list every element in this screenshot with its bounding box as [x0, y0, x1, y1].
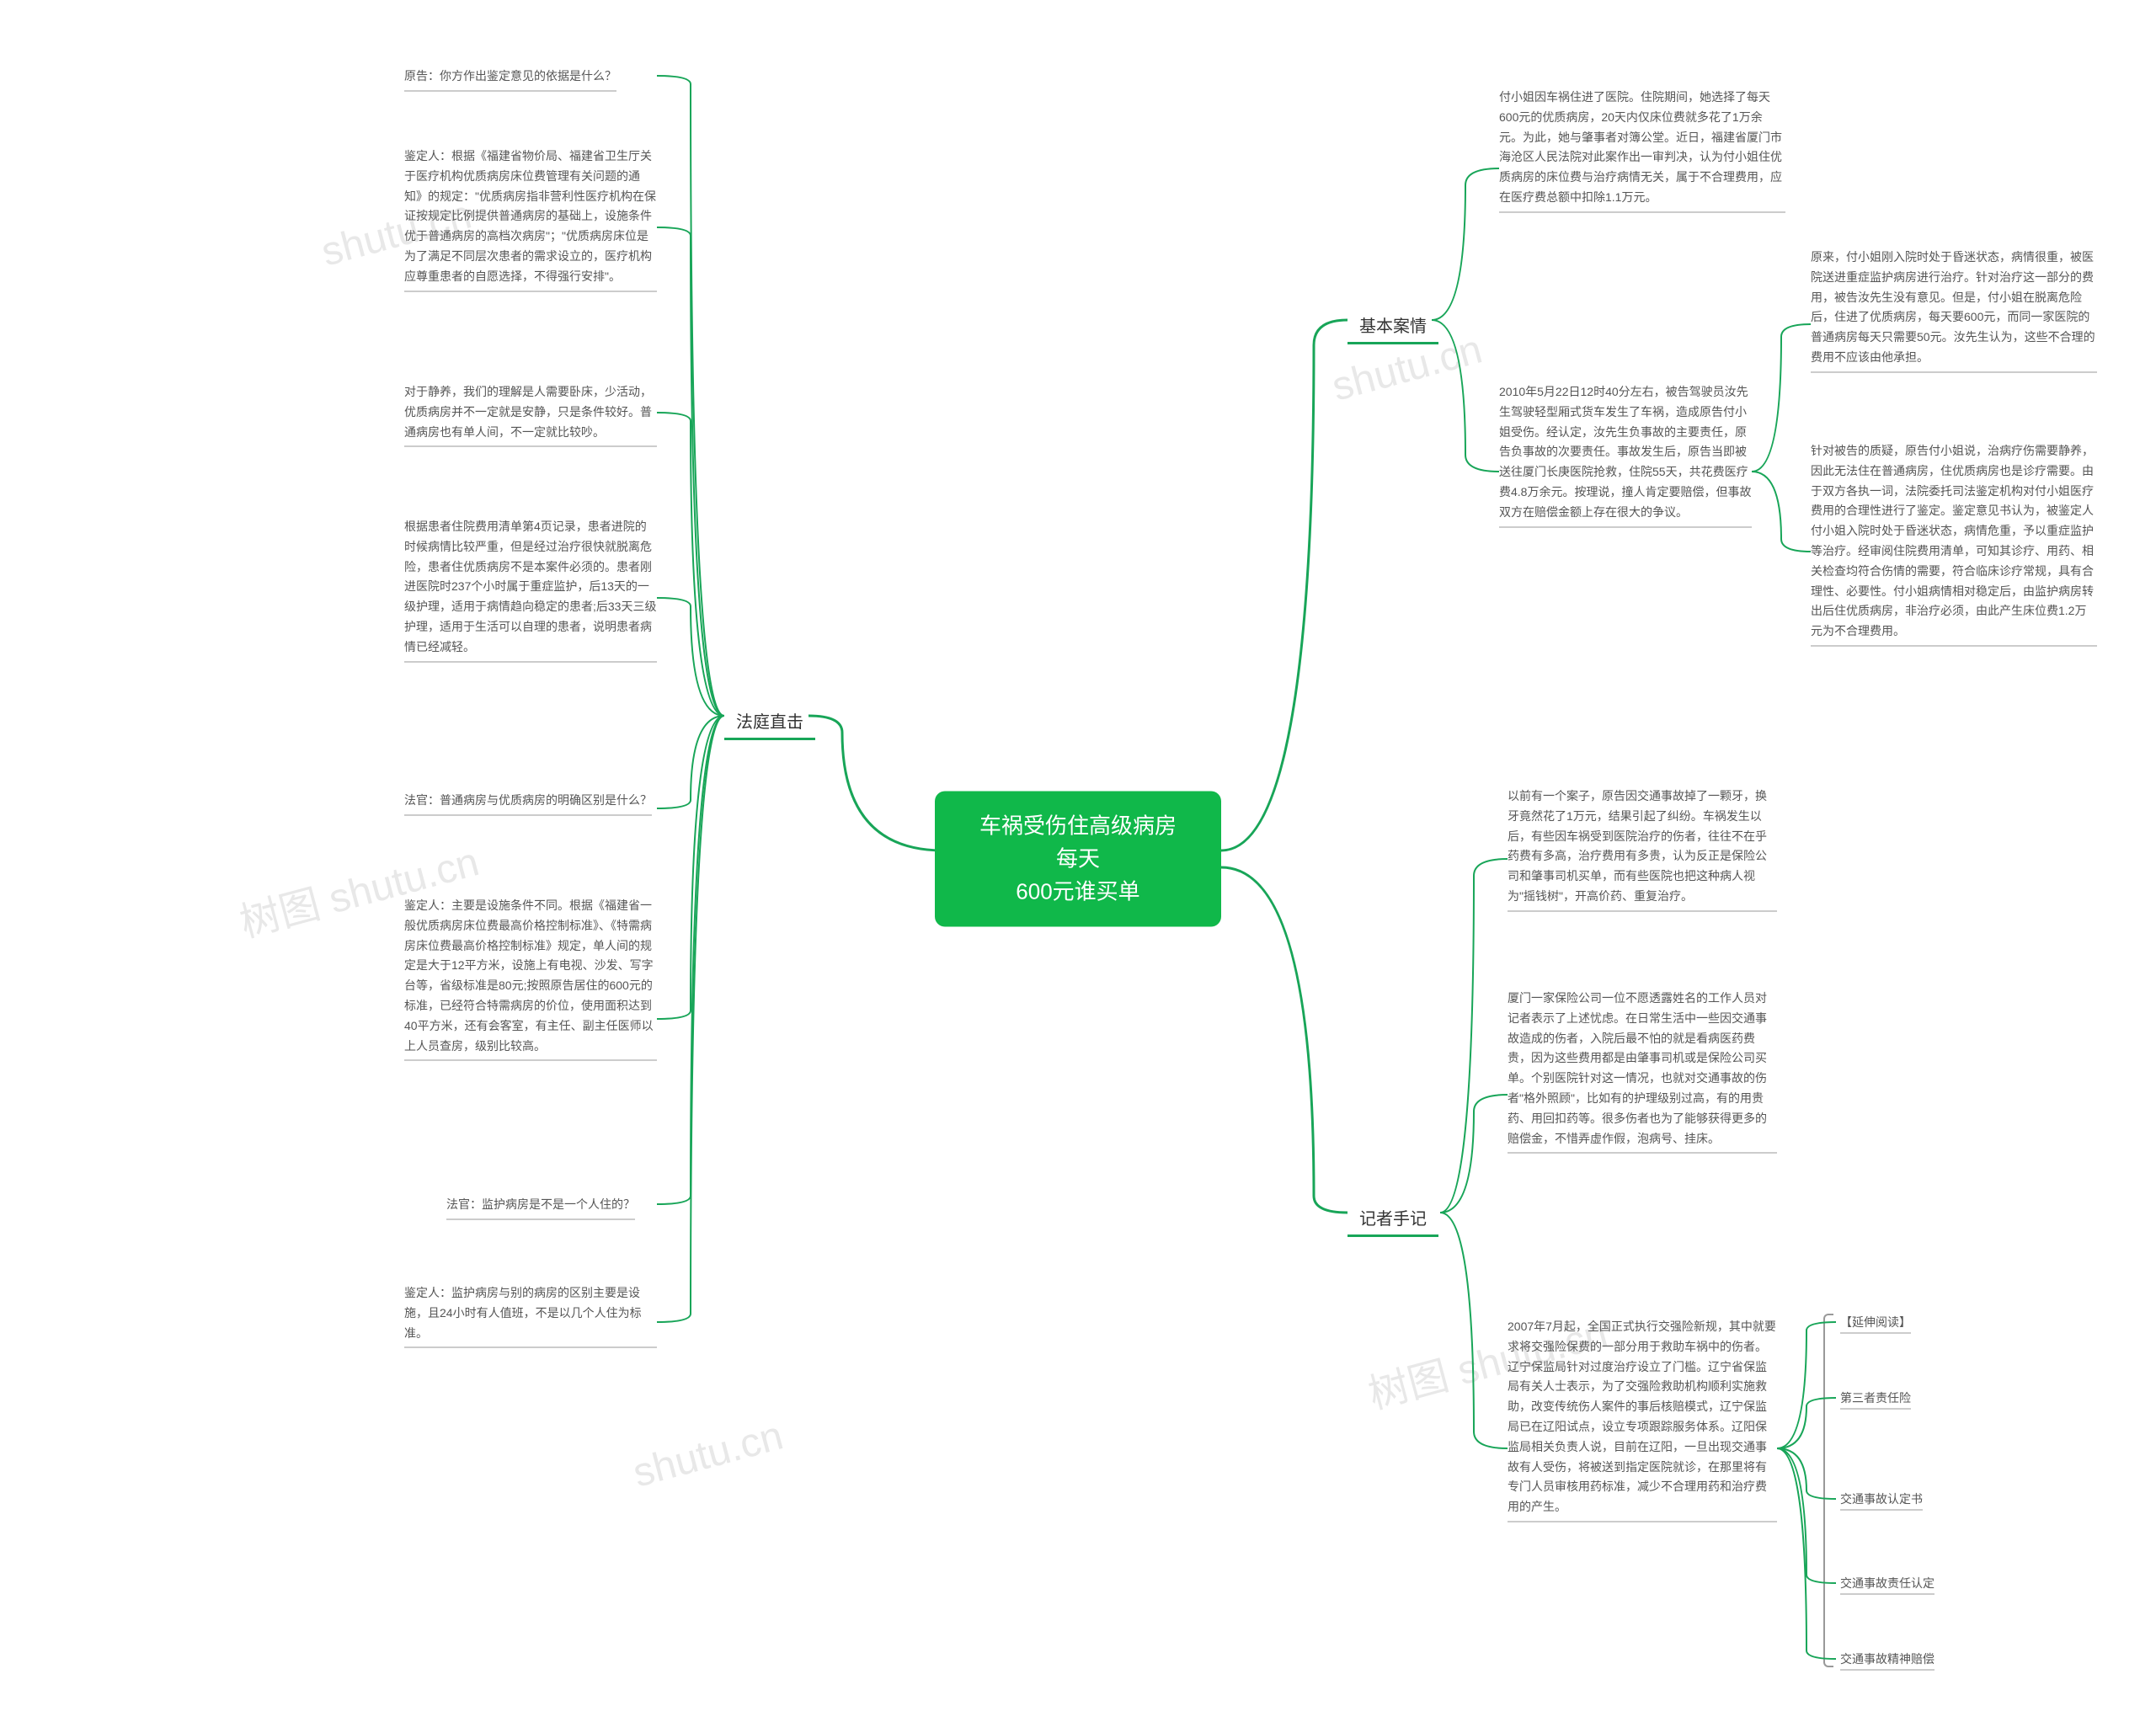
court-leaf-6: 法官：监护病房是不是一个人住的？: [446, 1192, 635, 1220]
branch-basic-case[interactable]: 基本案情: [1348, 307, 1438, 344]
reporter-leaf-2: 2007年7月起，全国正式执行交强险新规，其中就要求将交强险保费的一部分用于救助…: [1508, 1314, 1777, 1522]
court-leaf-1: 鉴定人：根据《福建省物价局、福建省卫生厅关于医疗机构优质病房床位费管理有关问题的…: [404, 143, 657, 292]
court-leaf-5: 鉴定人：主要是设施条件不同。根据《福建省一般优质病房床位费最高价格控制标准》、《…: [404, 893, 657, 1061]
court-leaf-4: 法官：普通病房与优质病房的明确区别是什么？: [404, 787, 652, 816]
center-title-line1: 车祸受伤住高级病房 每天: [969, 809, 1187, 875]
basic-case-sub-1: 原来，付小姐刚入院时处于昏迷状态，病情很重，被医院送进重症监护病房进行治疗。针对…: [1811, 244, 2097, 373]
basic-case-leaf-2: 2010年5月22日12时40分左右，被告驾驶员汝先生驾驶轻型厢式货车发生了车祸…: [1499, 379, 1752, 528]
basic-case-leaf-1: 付小姐因车祸住进了医院。住院期间，她选择了每天600元的优质病房，20天内仅床位…: [1499, 84, 1785, 213]
court-leaf-7: 鉴定人：监护病房与别的病房的区别主要是设施，且24小时有人值班，不是以几个人住为…: [404, 1280, 657, 1348]
extended-item-2[interactable]: 交通事故责任认定: [1840, 1573, 1935, 1595]
court-leaf-0: 原告：你方作出鉴定意见的依据是什么？: [404, 63, 616, 92]
extended-item-0[interactable]: 第三者责任险: [1840, 1388, 1911, 1410]
watermark: shutu.cn: [628, 1412, 788, 1496]
basic-case-sub-2: 针对被告的质疑，原告付小姐说，治病疗伤需要静养，因此无法住在普通病房，住优质病房…: [1811, 438, 2097, 647]
branch-reporter[interactable]: 记者手记: [1348, 1200, 1438, 1237]
extended-item-3[interactable]: 交通事故精神赔偿: [1840, 1649, 1935, 1671]
court-leaf-3: 根据患者住院费用清单第4页记录，患者进院的时候病情比较严重，但是经过治疗很快就脱…: [404, 514, 657, 663]
center-title-line2: 600元谁买单: [969, 875, 1187, 908]
branch-court[interactable]: 法庭直击: [724, 703, 815, 740]
bracket-extended: [1823, 1314, 1833, 1667]
extended-reading-header: 【延伸阅读】: [1840, 1312, 1911, 1334]
center-node[interactable]: 车祸受伤住高级病房 每天 600元谁买单: [935, 791, 1221, 926]
reporter-leaf-1: 厦门一家保险公司一位不愿透露姓名的工作人员对记者表示了上述忧虑。在日常生活中一些…: [1508, 985, 1777, 1154]
reporter-leaf-0: 以前有一个案子，原告因交通事故掉了一颗牙，换牙竟然花了1万元，结果引起了纠纷。车…: [1508, 783, 1777, 912]
extended-item-1[interactable]: 交通事故认定书: [1840, 1489, 1923, 1511]
court-leaf-2: 对于静养，我们的理解是人需要卧床，少活动，优质病房并不一定就是安静，只是条件较好…: [404, 379, 657, 447]
